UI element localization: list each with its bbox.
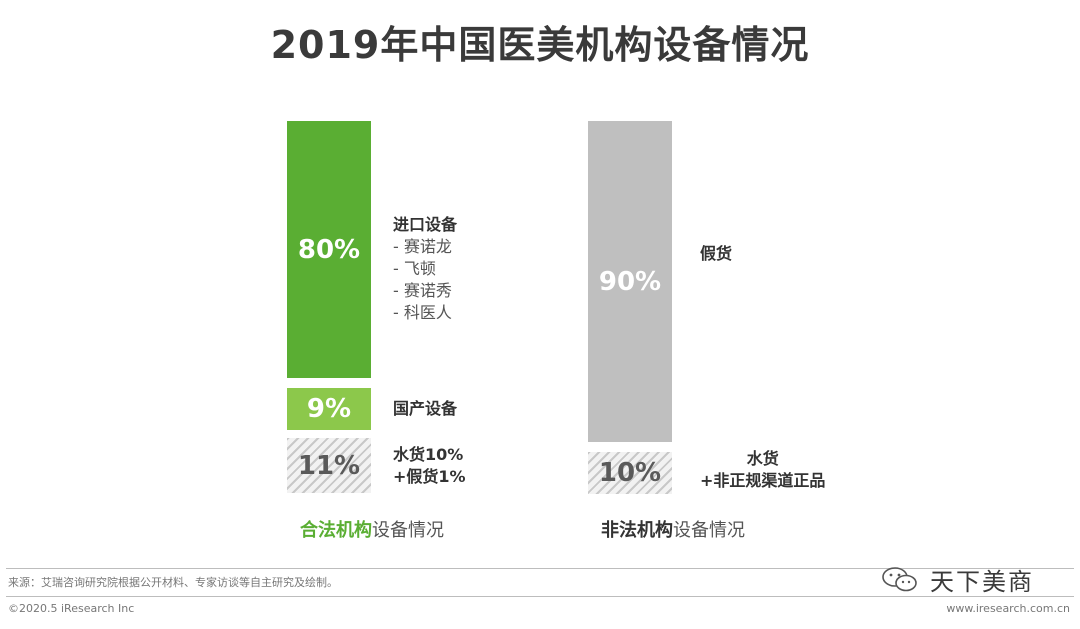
value-label-imported: 80% <box>297 234 361 265</box>
wechat-icon <box>882 566 917 591</box>
annotation-line: 水货 <box>746 449 779 468</box>
footer-divider-bottom <box>6 596 1074 597</box>
bar-segment-domestic: 9% <box>287 388 371 430</box>
brand-item: - 赛诺秀 <box>393 281 452 300</box>
annotation-grey-fake: 水货10% +假货1% <box>393 444 466 488</box>
annotation-line: +非正规渠道正品 <box>700 471 826 490</box>
brand-item: - 科医人 <box>393 303 452 322</box>
annotation-grey-unofficial: 水货 +非正规渠道正品 <box>700 448 825 492</box>
annotation-imported-title: 进口设备 <box>393 215 458 234</box>
footer-divider-top <box>6 568 1074 569</box>
caption-illegal-rest: 设备情况 <box>673 520 745 541</box>
bar-segment-grey-fake: 11% <box>287 438 371 493</box>
bar-segment-grey-unofficial: 10% <box>588 452 672 494</box>
chart-title: 2019年中国医美机构设备情况 <box>270 23 810 67</box>
brand-watermark: 天下美商 <box>880 562 1034 597</box>
bar-segment-fake: 90% <box>588 121 672 442</box>
source-note: 来源：艾瑞咨询研究院根据公开材料、专家访谈等自主研究及绘制。 <box>8 576 338 589</box>
annotation-domestic: 国产设备 <box>393 398 457 420</box>
bar-segment-imported: 80% <box>287 121 371 378</box>
value-label-grey-unofficial: 10% <box>598 458 662 488</box>
annotation-imported: 进口设备 - 赛诺龙 - 飞顿 - 赛诺秀 - 科医人 <box>393 214 457 324</box>
brand-item: - 飞顿 <box>393 259 436 278</box>
caption-legal: 合法机构设备情况 <box>300 516 444 542</box>
caption-legal-highlight: 合法机构 <box>300 520 372 541</box>
caption-legal-rest: 设备情况 <box>372 520 444 541</box>
annotation-line: 水货10% <box>393 445 464 464</box>
caption-illegal: 非法机构设备情况 <box>601 516 745 542</box>
value-label-domestic: 9% <box>306 394 352 424</box>
caption-illegal-highlight: 非法机构 <box>601 520 673 541</box>
brand-name: 天下美商 <box>930 568 1034 596</box>
annotation-fake: 假货 <box>700 243 732 265</box>
annotation-domestic-text: 国产设备 <box>393 399 458 418</box>
copyright: ©2020.5 iResearch Inc <box>8 602 135 615</box>
value-label-fake: 90% <box>598 266 662 297</box>
value-label-grey-fake: 11% <box>297 450 361 481</box>
website-link[interactable]: www.iresearch.com.cn <box>946 602 1070 615</box>
annotation-fake-text: 假货 <box>700 244 733 263</box>
annotation-line: +假货1% <box>393 467 466 486</box>
brand-item: - 赛诺龙 <box>393 237 452 256</box>
